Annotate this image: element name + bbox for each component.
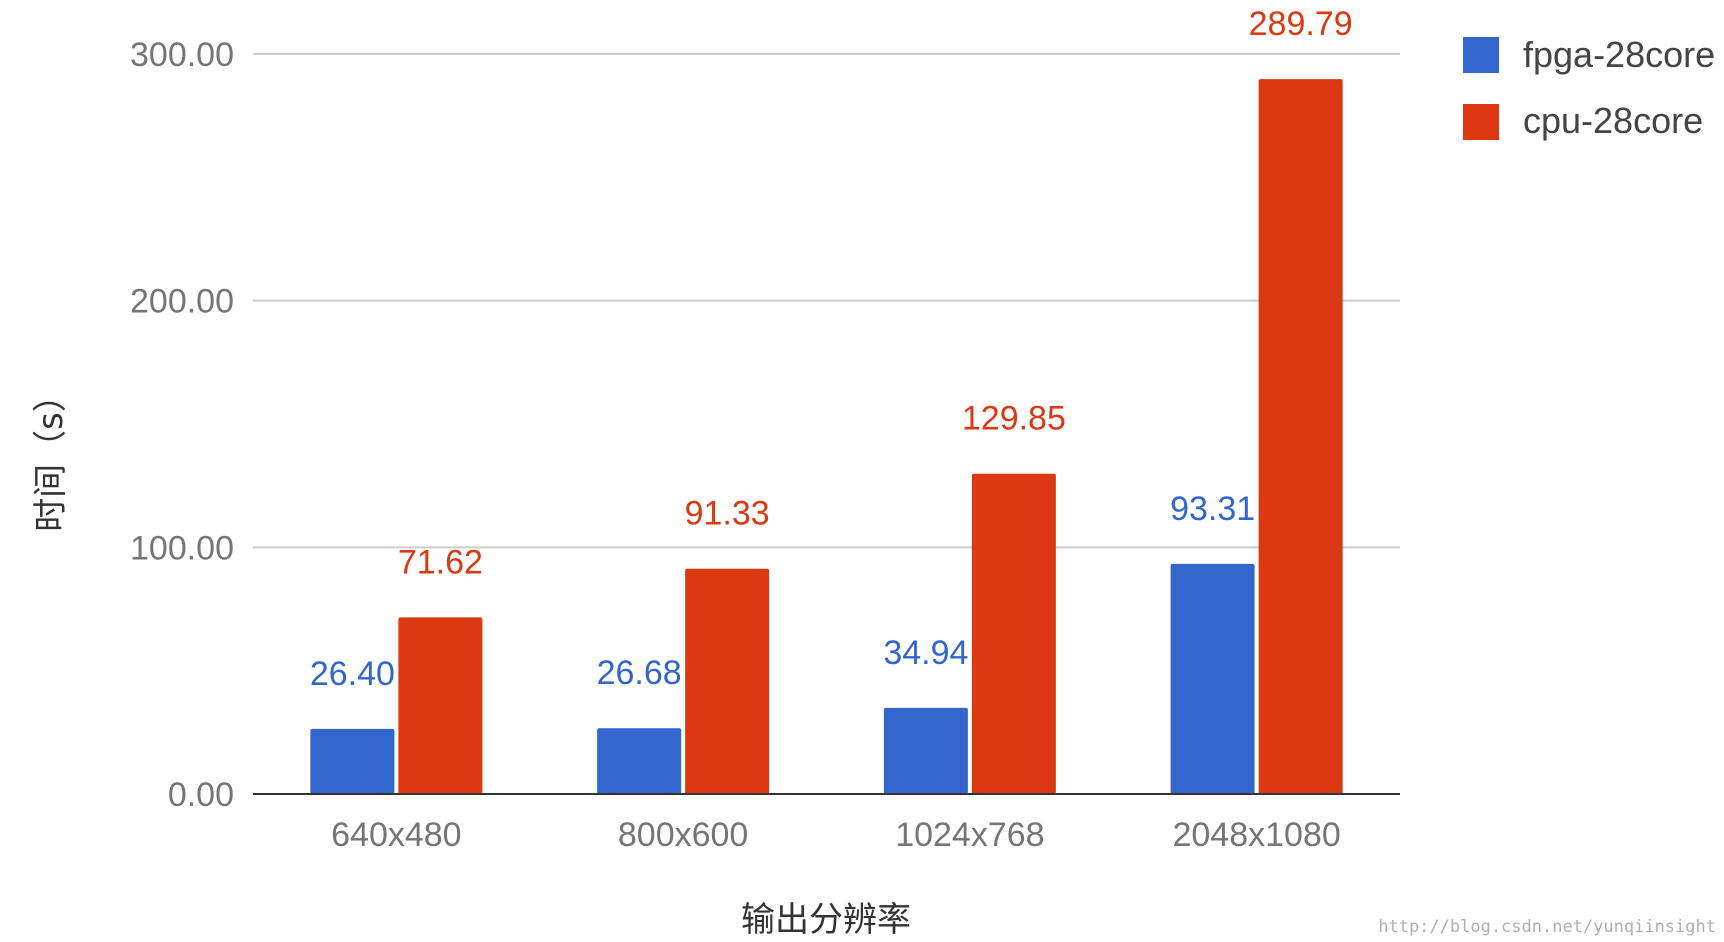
bar-cpu-28core-2048x1080 — [1258, 79, 1343, 794]
legend-label-cpu: cpu-28core — [1523, 100, 1703, 141]
legend-swatch-cpu — [1463, 104, 1499, 140]
data-label-cpu-28core-1024x768: 129.85 — [962, 400, 1066, 438]
data-label-fpga-28core-1024x768: 34.94 — [883, 634, 968, 672]
y-axis-title: 时间（s） — [31, 378, 71, 532]
data-label-cpu-28core-2048x1080: 289.79 — [1249, 5, 1353, 43]
bars — [310, 79, 1343, 794]
x-tick-label: 2048x1080 — [1172, 816, 1340, 854]
data-labels: 26.40 71.62 26.68 91.33 34.94 129.85 93.31 289.… — [310, 5, 1353, 693]
y-axis-ticks: 0.00 100.00 200.00 300.00 — [130, 36, 234, 814]
x-tick-label: 640x480 — [331, 816, 461, 854]
y-tick-label: 100.00 — [130, 529, 234, 567]
y-tick-label: 300.00 — [130, 36, 234, 74]
bar-fpga-28core-1024x768 — [883, 707, 968, 794]
x-axis-title: 输出分辨率 — [741, 900, 911, 940]
data-label-cpu-28core-800x600: 91.33 — [685, 495, 770, 533]
watermark: http://blog.csdn.net/yunqiinsight — [1378, 917, 1716, 937]
bar-fpga-28core-640x480 — [310, 728, 395, 794]
data-label-fpga-28core-640x480: 26.40 — [310, 655, 395, 693]
bar-cpu-28core-1024x768 — [971, 473, 1056, 794]
bar-fpga-28core-2048x1080 — [1170, 563, 1255, 794]
bar-cpu-28core-800x600 — [685, 568, 770, 794]
y-tick-label: 200.00 — [130, 283, 234, 321]
y-tick-label: 0.00 — [168, 776, 234, 814]
x-tick-label: 800x600 — [618, 816, 748, 854]
gridlines — [253, 53, 1400, 549]
x-axis-ticks: 640x480 800x600 1024x768 2048x1080 — [331, 816, 1341, 854]
legend-label-fpga: fpga-28core — [1523, 34, 1715, 75]
x-tick-label: 1024x768 — [895, 816, 1044, 854]
legend: fpga-28core cpu-28core — [1463, 34, 1715, 141]
data-label-fpga-28core-2048x1080: 93.31 — [1170, 490, 1255, 528]
bar-fpga-28core-800x600 — [597, 728, 682, 794]
legend-swatch-fpga — [1463, 37, 1499, 73]
data-label-fpga-28core-800x600: 26.68 — [597, 654, 682, 692]
bar-cpu-28core-640x480 — [398, 617, 483, 794]
data-label-cpu-28core-640x480: 71.62 — [398, 543, 483, 581]
